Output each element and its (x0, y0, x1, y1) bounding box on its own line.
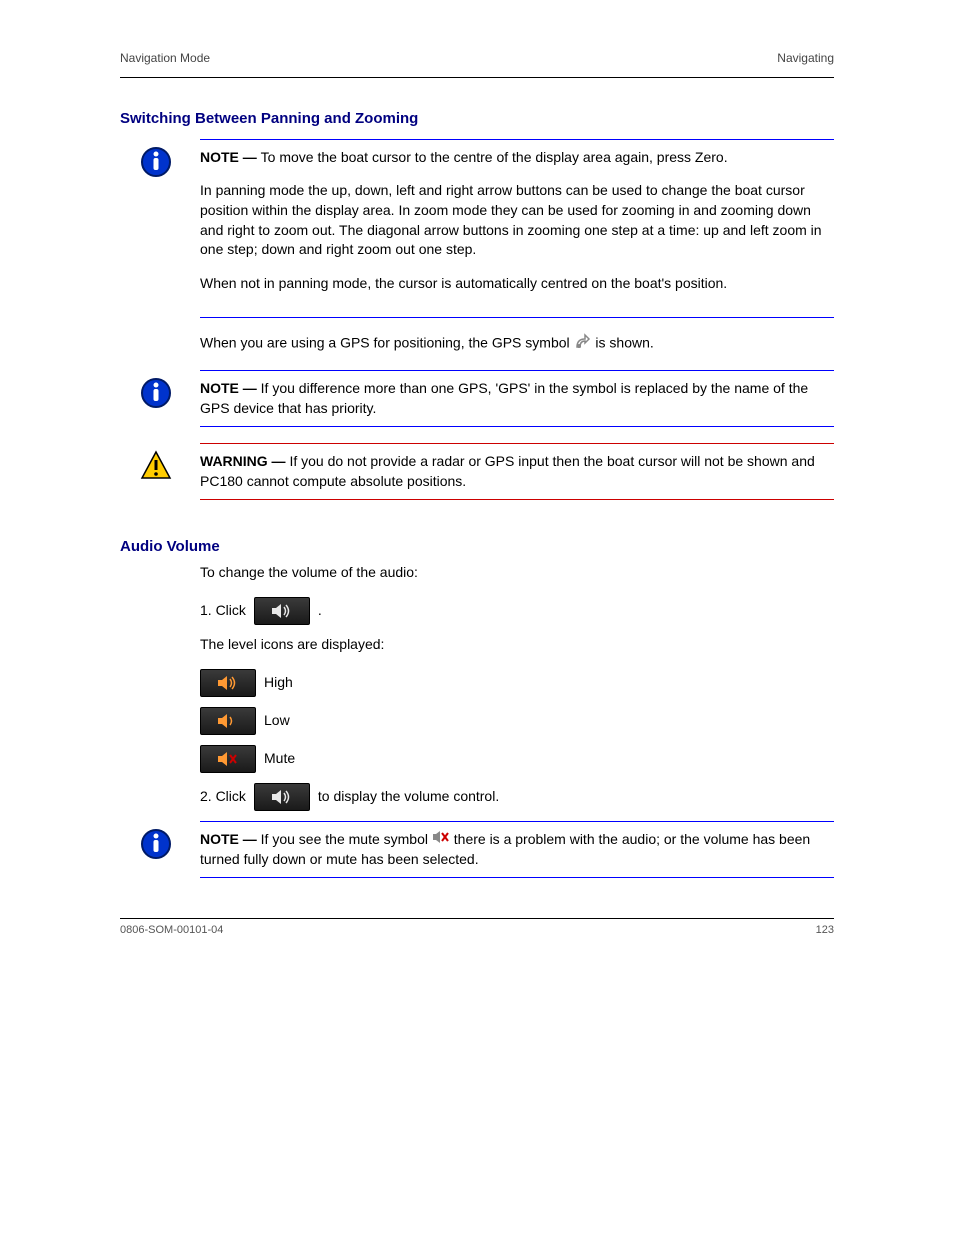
step-1-text-b: . (318, 601, 322, 621)
note-4-body: NOTE — If you see the mute symbol there … (200, 830, 834, 870)
volume-mute-button[interactable] (200, 745, 256, 773)
rule-1 (200, 317, 834, 318)
note-callout-1: NOTE — To move the boat cursor to the ce… (200, 139, 834, 302)
warning-text: If you do not provide a radar or GPS inp… (200, 453, 815, 489)
note-1-body1: To move the boat cursor to the centre of… (261, 149, 728, 165)
warning-label: WARNING — (200, 453, 289, 469)
volume-button[interactable] (254, 597, 310, 625)
footer-left: 0806-SOM-00101-04 (120, 923, 223, 938)
header-left: Navigation Mode (120, 50, 210, 67)
warning-triangle-icon (140, 450, 172, 482)
step-3-text-a: 2. Click (200, 787, 246, 807)
note-1-line1: NOTE — To move the boat cursor to the ce… (200, 148, 834, 168)
note-2-body: NOTE — If you difference more than one G… (200, 379, 834, 418)
footer: 0806-SOM-00101-04 123 (120, 919, 834, 938)
level-mute-label: Mute (264, 749, 295, 769)
level-high-row: High (200, 669, 834, 697)
mute-symbol-icon (432, 830, 450, 850)
note-label: NOTE — (200, 380, 261, 396)
step-2: The level icons are displayed: (200, 635, 834, 655)
content-column: NOTE — To move the boat cursor to the ce… (200, 139, 834, 878)
note-4-text-1: If you see the mute symbol (261, 831, 432, 847)
info-icon (140, 377, 172, 409)
footer-right: 123 (816, 923, 834, 938)
gps-satellite-icon (574, 332, 592, 356)
gps-para: When you are using a GPS for positioning… (200, 332, 834, 356)
step-3-text-b: to display the volume control. (318, 787, 499, 807)
section-heading: Switching Between Panning and Zooming (120, 108, 834, 129)
level-low-row: Low (200, 707, 834, 735)
note-callout-2: NOTE — If you difference more than one G… (200, 370, 834, 427)
level-high-label: High (264, 673, 293, 693)
note-1-body2: When not in panning mode, the cursor is … (200, 274, 834, 294)
header-right: Navigating (777, 50, 834, 67)
audio-heading: Audio Volume (120, 536, 834, 557)
warning-body: WARNING — If you do not provide a radar … (200, 452, 834, 491)
volume-high-button[interactable] (200, 669, 256, 697)
level-low-label: Low (264, 711, 290, 731)
header-rule (120, 77, 834, 78)
page: Navigation Mode Navigating Switching Bet… (0, 0, 954, 979)
info-icon (140, 828, 172, 860)
step-3: 2. Click to display the volume control. (200, 783, 834, 811)
note-callout-4: NOTE — If you see the mute symbol there … (200, 821, 834, 879)
audio-intro: To change the volume of the audio: (200, 563, 834, 583)
volume-button[interactable] (254, 783, 310, 811)
gps-text-1: When you are using a GPS for positioning… (200, 335, 574, 351)
note-2-text: If you difference more than one GPS, 'GP… (200, 380, 808, 416)
step-1: 1. Click . (200, 597, 834, 625)
panning-body: In panning mode the up, down, left and r… (200, 181, 834, 259)
gps-text-2: is shown. (595, 335, 653, 351)
running-header: Navigation Mode Navigating (120, 50, 834, 67)
note-label: NOTE — (200, 149, 261, 165)
volume-low-button[interactable] (200, 707, 256, 735)
note-label: NOTE — (200, 831, 261, 847)
step-1-text-a: 1. Click (200, 601, 246, 621)
warning-callout: WARNING — If you do not provide a radar … (200, 443, 834, 500)
info-icon (140, 146, 172, 178)
level-mute-row: Mute (200, 745, 834, 773)
